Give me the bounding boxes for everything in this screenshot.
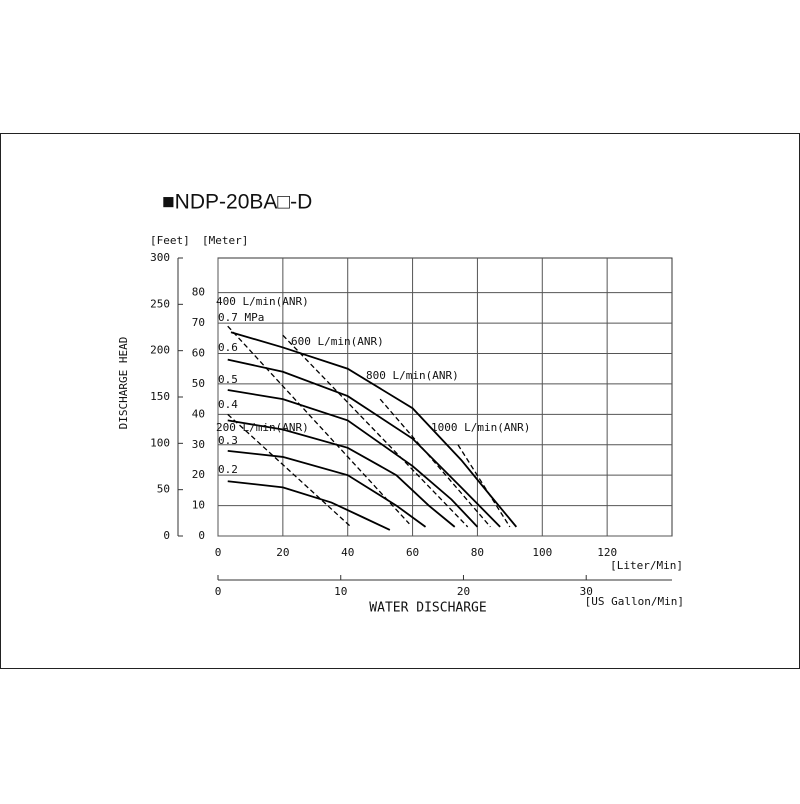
series-label: 1000 L/min(ANR) [431, 421, 530, 434]
pressure-curve [227, 419, 456, 528]
x2-tick-label: 20 [457, 585, 470, 598]
y2-tick-label: 250 [150, 297, 170, 310]
x-axis-title: WATER DISCHARGE [369, 601, 486, 616]
air-consumption-line [227, 413, 352, 528]
series-label: 0.2 [218, 463, 238, 476]
x-tick-label: 0 [215, 546, 222, 559]
y-tick-label: 70 [192, 316, 205, 329]
series-label: 0.6 [218, 341, 238, 354]
x-tick-label: 100 [532, 546, 552, 559]
air-consumption-line [379, 398, 491, 528]
y-unit: [Meter] [202, 234, 248, 247]
x-tick-label: 120 [597, 546, 617, 559]
y2-tick-label: 200 [150, 344, 170, 357]
x-tick-label: 80 [471, 546, 484, 559]
series-label: 0.3 [218, 434, 238, 447]
y-tick-label: 40 [192, 407, 205, 420]
x-tick-label: 20 [276, 546, 289, 559]
series-label: 200 L/min(ANR) [216, 421, 309, 434]
x2-tick-label: 10 [334, 585, 347, 598]
series-label: 400 L/min(ANR) [216, 295, 309, 308]
x-unit: [Liter/Min] [610, 559, 683, 572]
y2-tick-label: 100 [150, 436, 170, 449]
y2-tick-label: 50 [157, 483, 170, 496]
y-tick-label: 80 [192, 286, 205, 299]
y-axis-title: DISCHARGE HEAD [117, 337, 130, 430]
air-consumption-line [282, 334, 469, 528]
y2-tick-label: 300 [150, 251, 170, 264]
y2-unit: [Feet] [150, 234, 190, 247]
y-tick-label: 30 [192, 438, 205, 451]
series-label: 0.4 [218, 398, 238, 411]
series-label: 800 L/min(ANR) [366, 369, 459, 382]
x-tick-label: 40 [341, 546, 354, 559]
y-tick-label: 50 [192, 377, 205, 390]
series-label: 600 L/min(ANR) [291, 335, 384, 348]
series-label: 0.5 [218, 373, 238, 386]
pressure-curve [227, 358, 501, 528]
air-consumption-line [227, 325, 410, 525]
y-tick-label: 10 [192, 499, 205, 512]
air-consumption-line [457, 444, 511, 528]
y2-tick-label: 150 [150, 390, 170, 403]
x2-unit: [US Gallon/Min] [585, 595, 684, 608]
y-tick-label: 60 [192, 347, 205, 360]
pressure-curve [227, 389, 479, 528]
y-tick-label: 20 [192, 468, 205, 481]
x2-tick-label: 30 [580, 585, 593, 598]
series-label: 0.7 MPa [218, 311, 264, 324]
y-tick-label: 0 [198, 529, 205, 542]
chart-title: ■NDP-20BA□-D [162, 191, 312, 214]
y2-tick-label: 0 [163, 529, 170, 542]
pressure-curve [227, 449, 427, 528]
x-tick-label: 60 [406, 546, 419, 559]
pressure-curve [227, 480, 391, 531]
x2-tick-label: 0 [215, 585, 222, 598]
pressure-curve [230, 331, 518, 528]
